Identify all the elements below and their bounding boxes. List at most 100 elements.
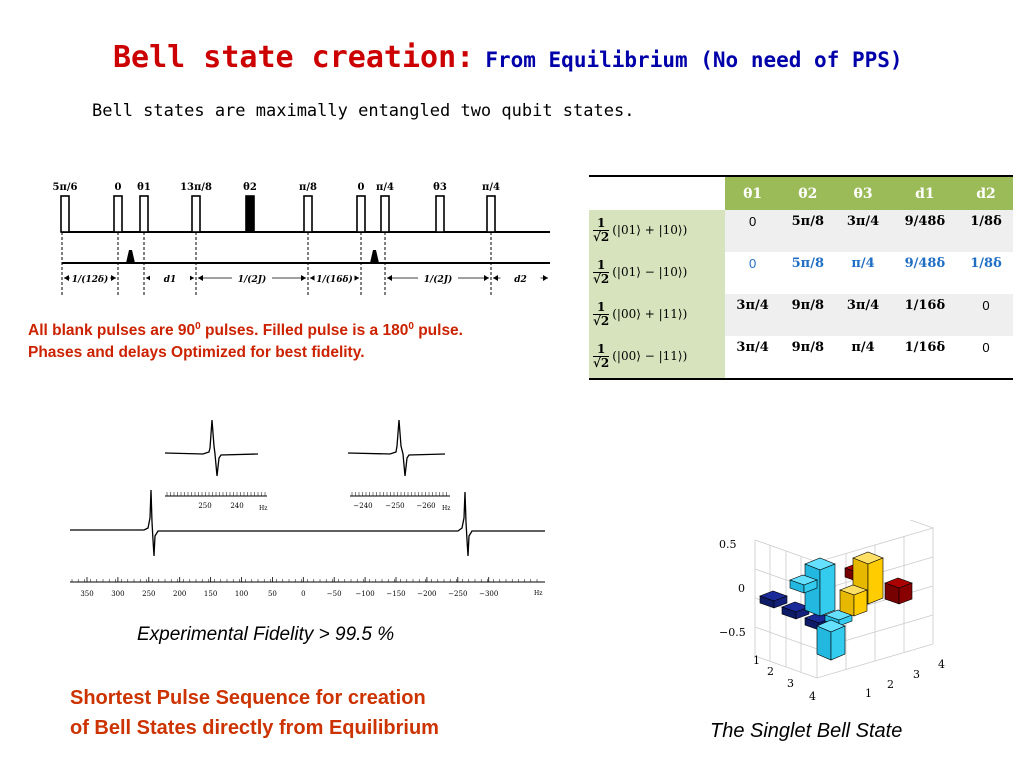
col-tick-1: 1 <box>865 687 872 700</box>
inset-left-tick-label: 250 <box>198 502 211 510</box>
pulse-label-6: π/8 <box>299 182 317 193</box>
inset-right-peak <box>347 419 446 477</box>
pulse-label-8: π/4 <box>376 182 394 193</box>
note-text-a: All blank pulses are 90 <box>28 322 196 340</box>
main-tick-label: 350 <box>80 590 93 598</box>
table-cell-3: π/4 <box>835 336 891 378</box>
table-cell-2: 9π/8 <box>780 294 836 336</box>
pulse-label-1: 5π/6 <box>53 182 78 193</box>
pulse-1 <box>60 195 70 233</box>
note-sup-1: 0 <box>195 321 201 332</box>
pulse-label-2: 0 <box>115 182 122 193</box>
pulse-9 <box>435 195 445 233</box>
table-cell-2: 5π/8 <box>780 210 836 252</box>
density-matrix-3d-plot: 0.5 0 −0.5 1 2 3 4 1 2 3 4 <box>719 520 945 703</box>
inset-right-ticks: −240 −250 −260 <box>351 492 447 510</box>
inset-right-tick-label: −240 <box>353 502 372 510</box>
pulse-4 <box>191 195 201 233</box>
delay-labels: 1/(12δ) d1 1/(2J) 1/(16δ) 1/(2J) d2 <box>64 270 548 287</box>
table-cell-3: π/4 <box>835 252 891 294</box>
row-tick-3: 3 <box>787 677 794 690</box>
main-tick-label: −300 <box>479 590 498 598</box>
main-axis-unit: Hz <box>534 590 542 597</box>
inset-right-tick-label: −260 <box>416 502 435 510</box>
matrix-bars <box>759 551 913 661</box>
note-sup-2: 0 <box>408 321 414 332</box>
main-axis-ticks: 350 300 250 200 150 100 50 0 −50 −100 −150 −200 −250… <box>71 577 538 598</box>
pulse-label-10: π/4 <box>482 182 500 193</box>
pulse-3 <box>139 195 149 233</box>
table-cell-d2: 1/8δ <box>959 252 1013 294</box>
table-header-row: θ1 θ2 θ3 d1 d2 <box>589 177 1013 210</box>
inset-right-unit: Hz <box>442 505 450 512</box>
gradient-pulse-1 <box>126 250 135 263</box>
pulse-7 <box>356 195 366 233</box>
delay-label-5: 1/(2J) <box>424 274 453 285</box>
shortest-line-2: of Bell States directly from Equilibrium <box>70 717 439 739</box>
title-main: Bell state creation: <box>113 40 475 75</box>
row-tick-1: 1 <box>753 654 760 667</box>
col-tick-3: 3 <box>913 668 920 681</box>
bell-state-cell: 1 √2 (|01⟩ + |10⟩) <box>589 210 725 252</box>
pulse-8 <box>380 195 390 233</box>
note-text-c: pulse. <box>413 322 463 340</box>
main-tick-label: 300 <box>111 590 124 598</box>
subtitle: Bell states are maximally entangled two … <box>92 101 635 121</box>
table-row: 1 √2 (|01⟩ + |10⟩) 0 5π/8 3π/4 9/48δ 1/8δ <box>589 210 1013 252</box>
main-tick-label: 50 <box>268 590 277 598</box>
table-cell-3: 3π/4 <box>835 210 891 252</box>
main-spectrum-trace <box>70 489 545 557</box>
header-theta2: θ2 <box>780 177 836 210</box>
bell-state-ket: (|00⟩ − |11⟩) <box>612 349 688 363</box>
gradient-pulse-2 <box>370 250 379 263</box>
header-theta3: θ3 <box>835 177 891 210</box>
bell-parameter-table: θ1 θ2 θ3 d1 d2 1 √2 (|01⟩ + |10⟩) 0 5π/8 3π/4… <box>589 175 1013 380</box>
table-cell-d2: 0 <box>959 336 1013 378</box>
main-tick-label: 150 <box>204 590 217 598</box>
pulse-labels: 5π/6 0 θ1 13π/8 θ2 π/8 0 π/4 θ3 π/4 <box>53 182 500 193</box>
table-cell-d1: 1/16δ <box>890 336 960 378</box>
col-tick-4: 4 <box>938 658 945 671</box>
delay-label-4: 1/(16δ) <box>316 274 353 285</box>
pulse-sequence-diagram: 5π/6 0 θ1 13π/8 θ2 π/8 0 π/4 θ3 π/4 1/(12δ) d1 1/(2… <box>53 182 550 295</box>
z-tick-1: 0 <box>738 582 745 595</box>
main-tick-label: 0 <box>301 590 305 598</box>
table-cell-2: 5π/8 <box>780 252 836 294</box>
table-cell-d2: 0 <box>959 294 1013 336</box>
delay-label-1: 1/(12δ) <box>72 274 109 285</box>
page-title: Bell state creation: From Equilibrium (N… <box>113 40 903 75</box>
inset-left-unit: Hz <box>259 505 267 512</box>
table-cell-3: 3π/4 <box>835 294 891 336</box>
note-line-2: Phases and delays Optimized for best fid… <box>28 344 365 362</box>
table-cell-d2: 1/8δ <box>959 210 1013 252</box>
pulse-label-4: 13π/8 <box>180 182 212 193</box>
table-cell-d1: 1/16δ <box>890 294 960 336</box>
bell-state-cell: 1 √2 (|01⟩ − |10⟩) <box>589 252 725 294</box>
bell-state-ket: (|00⟩ + |11⟩) <box>612 307 688 321</box>
inset-left-peak <box>164 419 259 477</box>
pulse-label-5: θ2 <box>243 182 257 193</box>
table-row: 1 √2 (|01⟩ − |10⟩) 0 5π/8 π/4 9/48δ 1/8δ <box>589 252 1013 294</box>
table-cell-d1: 9/48δ <box>890 252 960 294</box>
pulse-label-9: θ3 <box>433 182 447 193</box>
delay-separators <box>61 232 492 295</box>
bell-state-cell: 1 √2 (|00⟩ − |11⟩) <box>589 336 725 378</box>
table-cell-1: 0 <box>725 210 781 252</box>
main-tick-label: −200 <box>417 590 436 598</box>
table-cell-d1: 9/48δ <box>890 210 960 252</box>
nmr-spectrum: 250 240 Hz −240 −250 −260 Hz 350 300 250 200 15… <box>70 419 545 598</box>
main-tick-label: 200 <box>173 590 186 598</box>
bell-state-ket: (|01⟩ + |10⟩) <box>612 223 688 237</box>
pulse-label-3: θ1 <box>137 182 151 193</box>
bell-state-ket: (|01⟩ − |10⟩) <box>612 265 688 279</box>
pulses <box>60 195 496 233</box>
inset-left-tick-label: 240 <box>230 502 243 510</box>
pulse-2 <box>113 195 123 233</box>
pulse-6 <box>303 195 313 233</box>
inset-left-ticks: 250 240 <box>166 492 266 510</box>
main-tick-label: −100 <box>355 590 374 598</box>
main-tick-label: 100 <box>235 590 248 598</box>
singlet-caption: The Singlet Bell State <box>710 720 903 742</box>
pulse-5 <box>245 195 255 233</box>
main-tick-label: −50 <box>327 590 342 598</box>
